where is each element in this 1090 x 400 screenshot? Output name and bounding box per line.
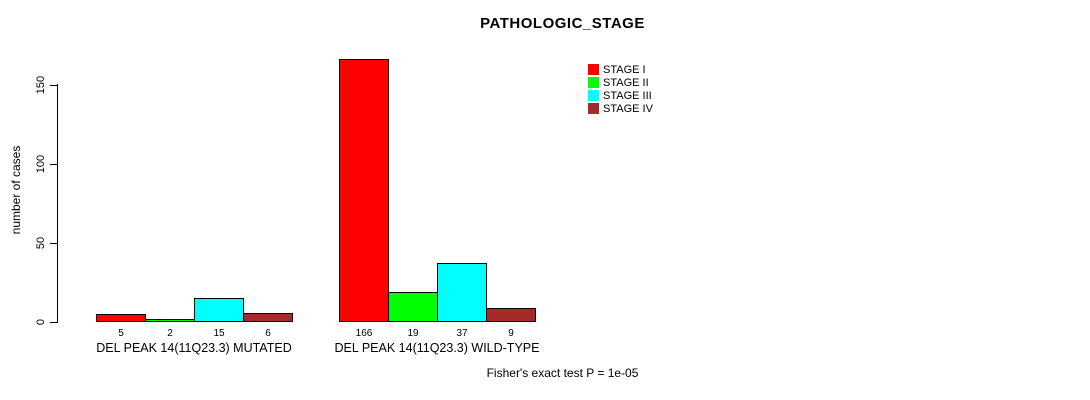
fisher-test-annotation: Fisher's exact test P = 1e-05 [486,366,639,380]
legend-label: STAGE I [603,63,646,76]
y-axis-line [57,84,58,323]
bar-value-label: 5 [118,328,124,339]
chart-title: PATHOLOGIC_STAGE [480,15,645,32]
legend-item: STAGE IV [588,102,653,115]
bar-value-label: 6 [265,328,271,339]
legend-swatch [588,90,599,101]
legend-item: STAGE II [588,76,653,89]
legend: STAGE I STAGE II STAGE III STAGE IV [588,63,653,115]
bar-stage-i [339,59,389,322]
bar-stage-i [96,314,146,322]
group-label-mutated: DEL PEAK 14(11Q23.3) MUTATED [96,341,292,355]
bar-value-label: 37 [456,328,468,339]
bar-value-label: 166 [355,328,373,339]
bar-stage-iii [437,263,487,322]
y-tick [50,85,57,86]
bar-value-label: 15 [213,328,225,339]
legend-swatch [588,64,599,75]
y-tick [50,322,57,323]
y-axis-title: number of cases [9,145,23,235]
group-label-wild-type: DEL PEAK 14(11Q23.3) WILD-TYPE [334,341,540,355]
legend-item: STAGE I [588,63,653,76]
legend-swatch [588,77,599,88]
y-tick-label: 0 [35,318,47,326]
bar-stage-iii [194,298,244,322]
bar-value-label: 19 [407,328,419,339]
y-tick [50,243,57,244]
y-tick-label: 100 [35,154,47,174]
legend-label: STAGE IV [603,102,653,115]
y-tick [50,164,57,165]
bar-stage-iv [486,308,536,322]
legend-label: STAGE II [603,76,649,89]
bar-stage-ii [145,319,195,322]
legend-label: STAGE III [603,89,652,102]
bar-stage-iv [243,313,293,322]
bar-value-label: 2 [167,328,173,339]
y-tick-label: 150 [35,75,47,95]
y-tick-label: 50 [35,236,47,250]
legend-swatch [588,103,599,114]
bar-value-label: 9 [508,328,514,339]
bar-stage-ii [388,292,438,322]
legend-item: STAGE III [588,89,653,102]
